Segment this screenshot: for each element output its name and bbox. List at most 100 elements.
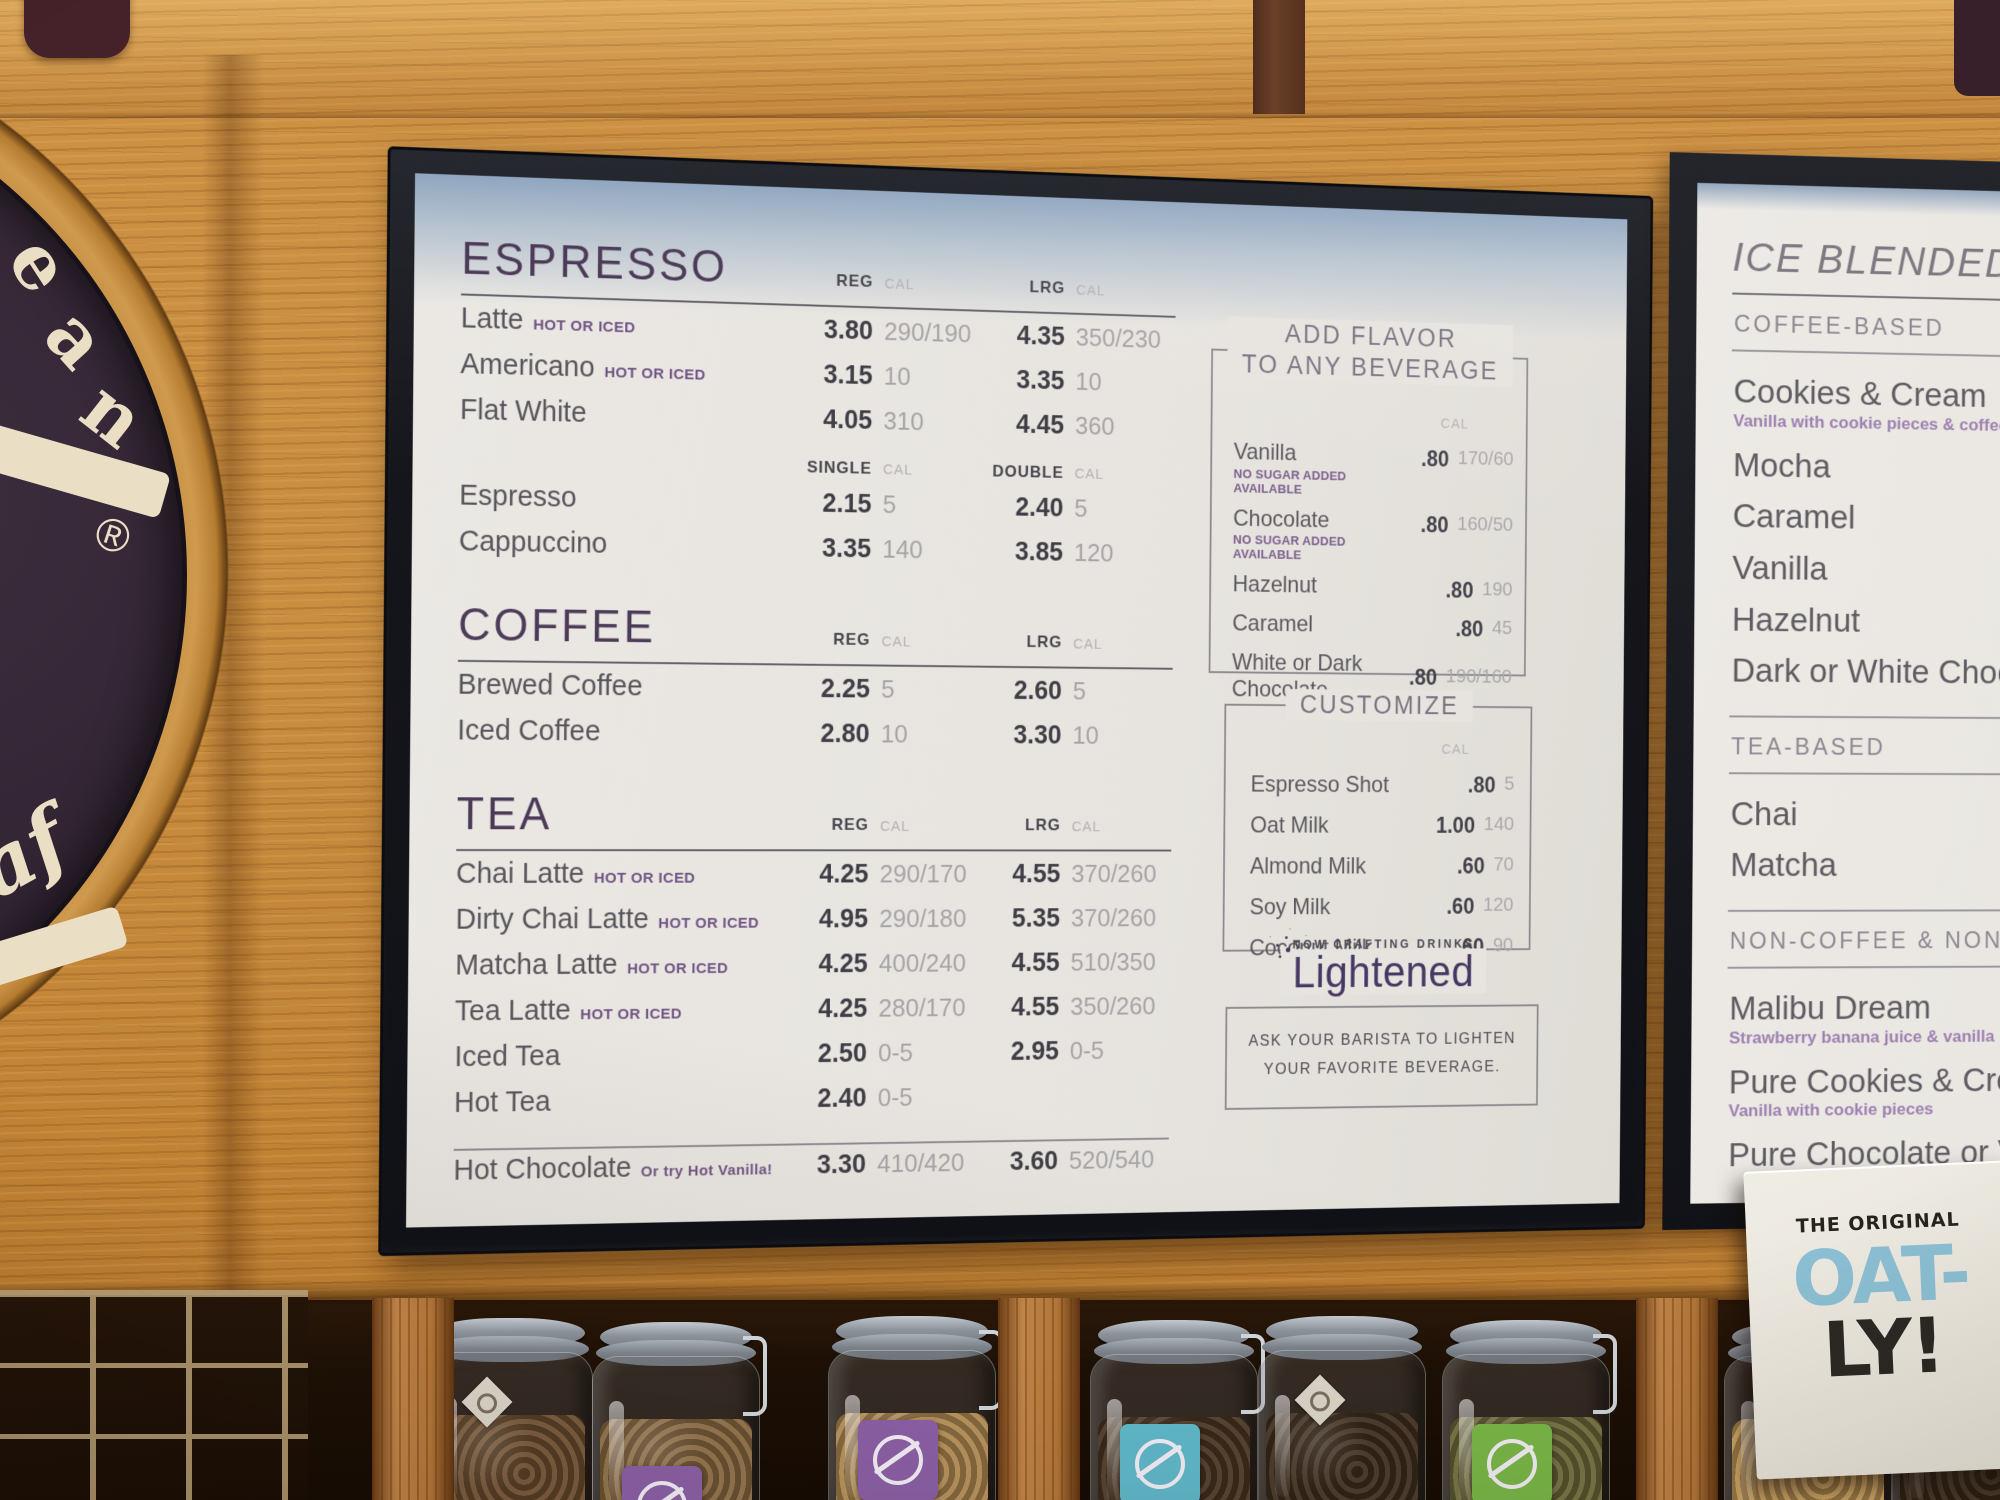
cal-header: CAL xyxy=(872,461,976,480)
price-lrg: 3.35 xyxy=(976,364,1064,396)
cal-reg: 10 xyxy=(869,719,973,750)
flavor-cal: 160/50 xyxy=(1457,513,1513,537)
flavor-cal: 190/160 xyxy=(1446,665,1512,688)
customize-item: Oat Milk 1.00 140 xyxy=(1250,810,1514,840)
price-lrg: 2.60 xyxy=(974,675,1062,706)
flavor-cal: 170/60 xyxy=(1458,447,1514,471)
cal-reg: 290/190 xyxy=(873,316,977,349)
section-title: ESPRESSO xyxy=(461,231,799,296)
cal-single: 5 xyxy=(871,489,975,521)
dark-sign-corner-left xyxy=(24,0,130,58)
size-header-reg: REG xyxy=(798,270,873,298)
side-item: Chai xyxy=(1730,797,2000,832)
price-reg: 4.05 xyxy=(797,404,872,436)
side-item: Matcha xyxy=(1730,849,2000,884)
shelf-post xyxy=(372,1298,454,1500)
menu-row: Hot Tea 2.40 0-5 xyxy=(454,1078,1169,1133)
add-flavor-panel: ADD FLAVOR TO ANY BEVERAGE CAL Vanilla NO… xyxy=(1209,349,1529,677)
group-label-tea-based: TEA-BASED xyxy=(1729,717,2000,774)
tea-jar xyxy=(592,1322,760,1500)
side-item: Dark or White Chocolate xyxy=(1731,654,2000,692)
item-name: Tea Latte xyxy=(455,995,571,1029)
price-reg: 3.30 xyxy=(791,1149,866,1181)
item-name: Brewed Coffee xyxy=(458,669,643,704)
size-header-reg: REG xyxy=(794,815,869,841)
cal-header: CAL xyxy=(869,818,973,841)
item-tag: HOT OR ICED xyxy=(594,870,696,888)
customize-price: .60 xyxy=(1446,894,1474,919)
cal-reg: 0-5 xyxy=(867,1037,971,1068)
price-reg: 2.40 xyxy=(791,1083,866,1114)
cal-reg: 410/420 xyxy=(866,1147,970,1179)
price-reg: 3.15 xyxy=(798,359,873,391)
flavor-name: Vanilla xyxy=(1234,439,1297,466)
price-reg: 4.95 xyxy=(793,904,868,934)
cal-lrg xyxy=(1058,1102,1169,1104)
flavor-price: .80 xyxy=(1445,578,1473,604)
menu-surface: ESPRESSO REG CAL LRG CAL Latte HOT OR ICE… xyxy=(406,173,1627,1227)
menu-row: Dirty Chai Latte HOT OR ICED 4.95 290/180… xyxy=(455,902,1170,949)
side-item: Malibu Dream Strawberry banana juice & va… xyxy=(1729,989,2000,1048)
item-name: Chai Latte xyxy=(456,858,585,891)
item-name: Dirty Chai Latte xyxy=(456,903,649,936)
flavor-item: Caramel .80 45 xyxy=(1232,611,1512,643)
cal-header: CAL xyxy=(1064,465,1175,484)
price-single: 3.35 xyxy=(796,533,871,565)
price-lrg: 5.35 xyxy=(972,903,1060,933)
item-tag: HOT OR ICED xyxy=(604,364,705,384)
item-name: Latte xyxy=(461,302,524,337)
item-name: Espresso xyxy=(459,480,577,515)
price-double: 2.40 xyxy=(975,491,1063,523)
customize-price: 1.00 xyxy=(1436,813,1475,838)
cal-header: CAL xyxy=(1441,416,1469,433)
price-lrg: 3.30 xyxy=(973,720,1061,751)
jar-label-purple xyxy=(858,1420,938,1500)
side-item: Cookies & Cream Vanilla with cookie piece… xyxy=(1733,374,2000,440)
dark-sign-corner-right xyxy=(1954,0,2000,96)
menu-row: Iced Coffee 2.80 10 3.30 10 xyxy=(457,715,1172,765)
section-title: TEA xyxy=(456,786,794,840)
cal-lrg: 520/540 xyxy=(1058,1144,1169,1176)
price-lrg: 4.45 xyxy=(976,408,1064,440)
side-item: Caramel xyxy=(1733,499,2000,541)
menu-column: ESPRESSO REG CAL LRG CAL Latte HOT OR ICE… xyxy=(453,231,1176,1201)
menu-row: Matcha Latte HOT OR ICED 4.25 400/240 4.5… xyxy=(455,946,1170,995)
size-header-lrg: LRG xyxy=(973,816,1061,841)
cal-lrg: 5 xyxy=(1062,676,1173,707)
lightened-title: Lightened xyxy=(1280,948,1487,995)
oatly-sign: THE ORIGINAL OAT- LY! xyxy=(1743,1160,2000,1479)
price-lrg: 4.55 xyxy=(971,992,1059,1023)
sparkle-icon xyxy=(1286,948,1290,953)
menu-row: Brewed Coffee 2.25 5 2.60 5 xyxy=(457,669,1172,721)
wire-basket xyxy=(0,1290,308,1500)
price-lrg: 3.60 xyxy=(970,1146,1058,1177)
ice-blended-board: ICE BLENDED® D COFFEE-BASED Cookies & Cr… xyxy=(1662,152,2000,1230)
brand-ring-icon xyxy=(637,1481,687,1500)
size-header-reg: REG xyxy=(795,629,870,655)
cal-lrg: 350/260 xyxy=(1059,991,1170,1022)
side-item: Mocha xyxy=(1733,448,2000,491)
cal-lrg: 0-5 xyxy=(1059,1035,1170,1066)
jar-label-green xyxy=(1472,1424,1552,1500)
flavor-item: Hazelnut .80 190 xyxy=(1232,571,1512,604)
item-name: Hot Chocolate xyxy=(453,1152,631,1188)
group-label-non-coffee: NON-COFFEE & NON-TEA xyxy=(1728,911,2000,967)
flavor-cal: 45 xyxy=(1492,617,1512,640)
cal-lrg: 350/230 xyxy=(1065,322,1176,355)
customize-cal: 5 xyxy=(1504,773,1514,796)
size-header-single: SINGLE xyxy=(797,457,872,478)
section-coffee-header: COFFEE REG CAL LRG CAL xyxy=(458,597,1173,670)
cal-lrg: 10 xyxy=(1061,720,1172,751)
cal-header: CAL xyxy=(870,633,974,657)
brand-ring-icon xyxy=(1135,1439,1185,1489)
customize-title: CUSTOMIZE xyxy=(1285,689,1473,722)
item-tag: HOT OR ICED xyxy=(658,915,759,933)
cal-reg: 290/170 xyxy=(868,859,972,889)
customize-name: Espresso Shot xyxy=(1251,772,1389,799)
jar-label-teal xyxy=(1120,1424,1200,1500)
cal-header: CAL xyxy=(1065,282,1176,308)
lightened-line2: YOUR FAVORITE BEVERAGE. xyxy=(1227,1053,1537,1085)
cafe-menu-photo: e a n ® af ESPRESSO REG CAL LRG CAL Latt… xyxy=(0,0,2000,1500)
cal-reg: 290/180 xyxy=(868,904,972,934)
flavor-name: Hazelnut xyxy=(1233,571,1318,598)
